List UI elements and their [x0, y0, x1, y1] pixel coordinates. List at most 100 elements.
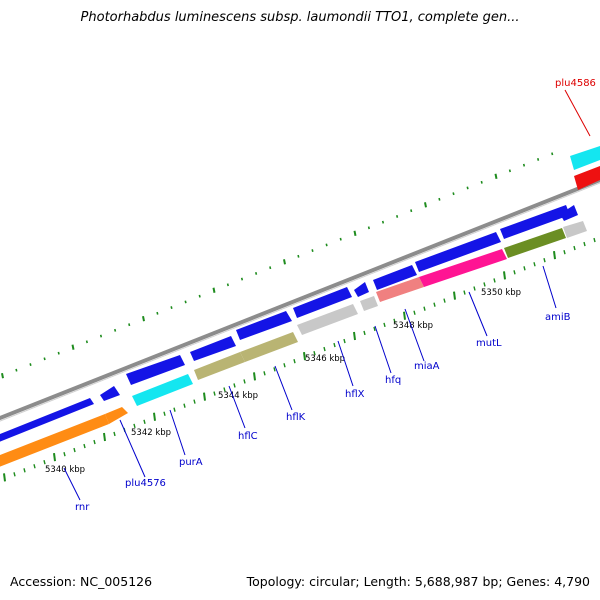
- outer-tick: [283, 259, 286, 265]
- genome-title: Photorhabdus luminescens subsp. laumondi…: [80, 10, 520, 25]
- outer-tick: [57, 351, 60, 355]
- ruler-tick: [493, 278, 496, 283]
- gene-label-mutL[interactable]: mutL: [476, 338, 502, 349]
- ruler-tick: [283, 363, 286, 368]
- ruler-tick: [273, 367, 276, 372]
- ruler-tick: [383, 322, 386, 328]
- outer-tick: [15, 368, 18, 372]
- gene-label-rnr[interactable]: rnr: [75, 502, 90, 513]
- gene-feature[interactable]: [419, 249, 507, 287]
- ruler-tick: [153, 412, 156, 421]
- ruler-label: 5342 kbp: [131, 428, 171, 438]
- ruler-tick: [73, 447, 76, 453]
- gene-label-hflK[interactable]: hflK: [286, 412, 306, 423]
- gene-label-hflX[interactable]: hflX: [345, 389, 365, 400]
- reverse-strand-features: [0, 205, 578, 442]
- ruler-label: 5350 kbp: [481, 288, 521, 298]
- ruler-tick: [553, 251, 556, 260]
- outer-tick: [466, 186, 469, 190]
- gene-feature[interactable]: [504, 228, 566, 258]
- ruler-tick: [393, 318, 396, 323]
- gene-feature[interactable]: [297, 304, 358, 335]
- gene-label-plu4576[interactable]: plu4576: [125, 478, 166, 489]
- ruler-tick: [593, 237, 596, 243]
- topology-summary: Topology: circular; Length: 5,688,987 bp…: [246, 574, 590, 589]
- gene-label-hflC[interactable]: hflC: [238, 431, 258, 442]
- outer-tick: [325, 243, 328, 247]
- ruler-tick: [503, 271, 506, 280]
- ruler-tick: [243, 379, 246, 384]
- gene-feature[interactable]: [100, 386, 120, 401]
- outer-tick: [339, 237, 342, 241]
- gene-feature[interactable]: [560, 205, 578, 221]
- ruler-tick: [253, 372, 256, 381]
- outer-tick: [396, 215, 399, 218]
- outer-tick: [43, 357, 46, 361]
- ruler-tick: [463, 290, 466, 295]
- ruler-tick: [23, 468, 26, 473]
- gene-feature[interactable]: [194, 352, 245, 380]
- label-callout-lines: [63, 89, 591, 501]
- ruler-tick: [193, 399, 196, 404]
- gene-label-purA[interactable]: purA: [179, 457, 203, 468]
- outer-tick: [156, 311, 159, 315]
- ruler-tick: [513, 270, 516, 275]
- forward-strand-features: [0, 146, 600, 467]
- gene-label-hfq[interactable]: hfq: [385, 375, 401, 386]
- outer-tick: [226, 283, 229, 287]
- ruler-tick: [473, 286, 476, 291]
- gene-label-plu4586[interactable]: plu4586: [555, 78, 596, 89]
- gene-label-amiB[interactable]: amiB: [545, 312, 571, 323]
- gene-feature[interactable]: [0, 398, 94, 442]
- ruler-tick: [423, 306, 426, 311]
- genome-backbone: [0, 178, 600, 421]
- gene-feature[interactable]: [105, 407, 128, 424]
- outer-tick: [212, 287, 216, 293]
- outer-tick: [71, 344, 75, 350]
- gene-feature[interactable]: [354, 282, 369, 297]
- outer-tick: [494, 173, 498, 180]
- outer-tick: [480, 180, 483, 184]
- gene-feature[interactable]: [293, 287, 352, 318]
- ruler-tick: [103, 432, 106, 442]
- ruler-ticks: [3, 237, 596, 482]
- ruler-tick: [143, 419, 146, 424]
- outer-tick: [353, 230, 357, 236]
- ruler-tick: [523, 266, 526, 271]
- ruler-tick: [373, 326, 376, 332]
- ruler-tick: [183, 403, 186, 408]
- outer-tick: [438, 197, 441, 201]
- ruler-label: 5346 kbp: [305, 354, 345, 364]
- ruler-tick: [33, 464, 36, 469]
- outer-tick: [367, 226, 370, 230]
- ruler-tick: [543, 258, 546, 263]
- gene-feature[interactable]: [373, 265, 417, 290]
- gene-feature[interactable]: [415, 232, 501, 272]
- gene-feature[interactable]: [236, 311, 292, 340]
- ruler-tick: [93, 439, 96, 445]
- outer-tick: [551, 152, 554, 156]
- outer-tick: [198, 294, 201, 298]
- gene-feature[interactable]: [563, 221, 587, 238]
- gene-feature[interactable]: [190, 336, 236, 361]
- outer-tick: [99, 334, 103, 338]
- ruler-tick: [353, 331, 356, 341]
- gene-labels: rnr plu4576 purA hflC hflK hflX hfq miaA…: [75, 78, 596, 513]
- gene-feature[interactable]: [574, 166, 600, 190]
- gene-feature[interactable]: [240, 332, 298, 362]
- outer-tick: [114, 328, 117, 332]
- gene-feature[interactable]: [500, 205, 570, 239]
- outer-tick: [29, 363, 32, 366]
- gene-feature[interactable]: [376, 277, 424, 302]
- gene-feature[interactable]: [132, 374, 193, 406]
- gene-feature[interactable]: [126, 355, 185, 385]
- gene-feature[interactable]: [360, 296, 378, 311]
- gene-feature[interactable]: [0, 414, 109, 467]
- ruler-tick: [583, 241, 586, 247]
- ruler-label: 5344 kbp: [218, 391, 258, 401]
- ruler-tick: [443, 298, 446, 303]
- gene-label-miaA[interactable]: miaA: [414, 361, 440, 372]
- ruler-tick: [3, 473, 6, 482]
- gene-feature[interactable]: [570, 146, 600, 170]
